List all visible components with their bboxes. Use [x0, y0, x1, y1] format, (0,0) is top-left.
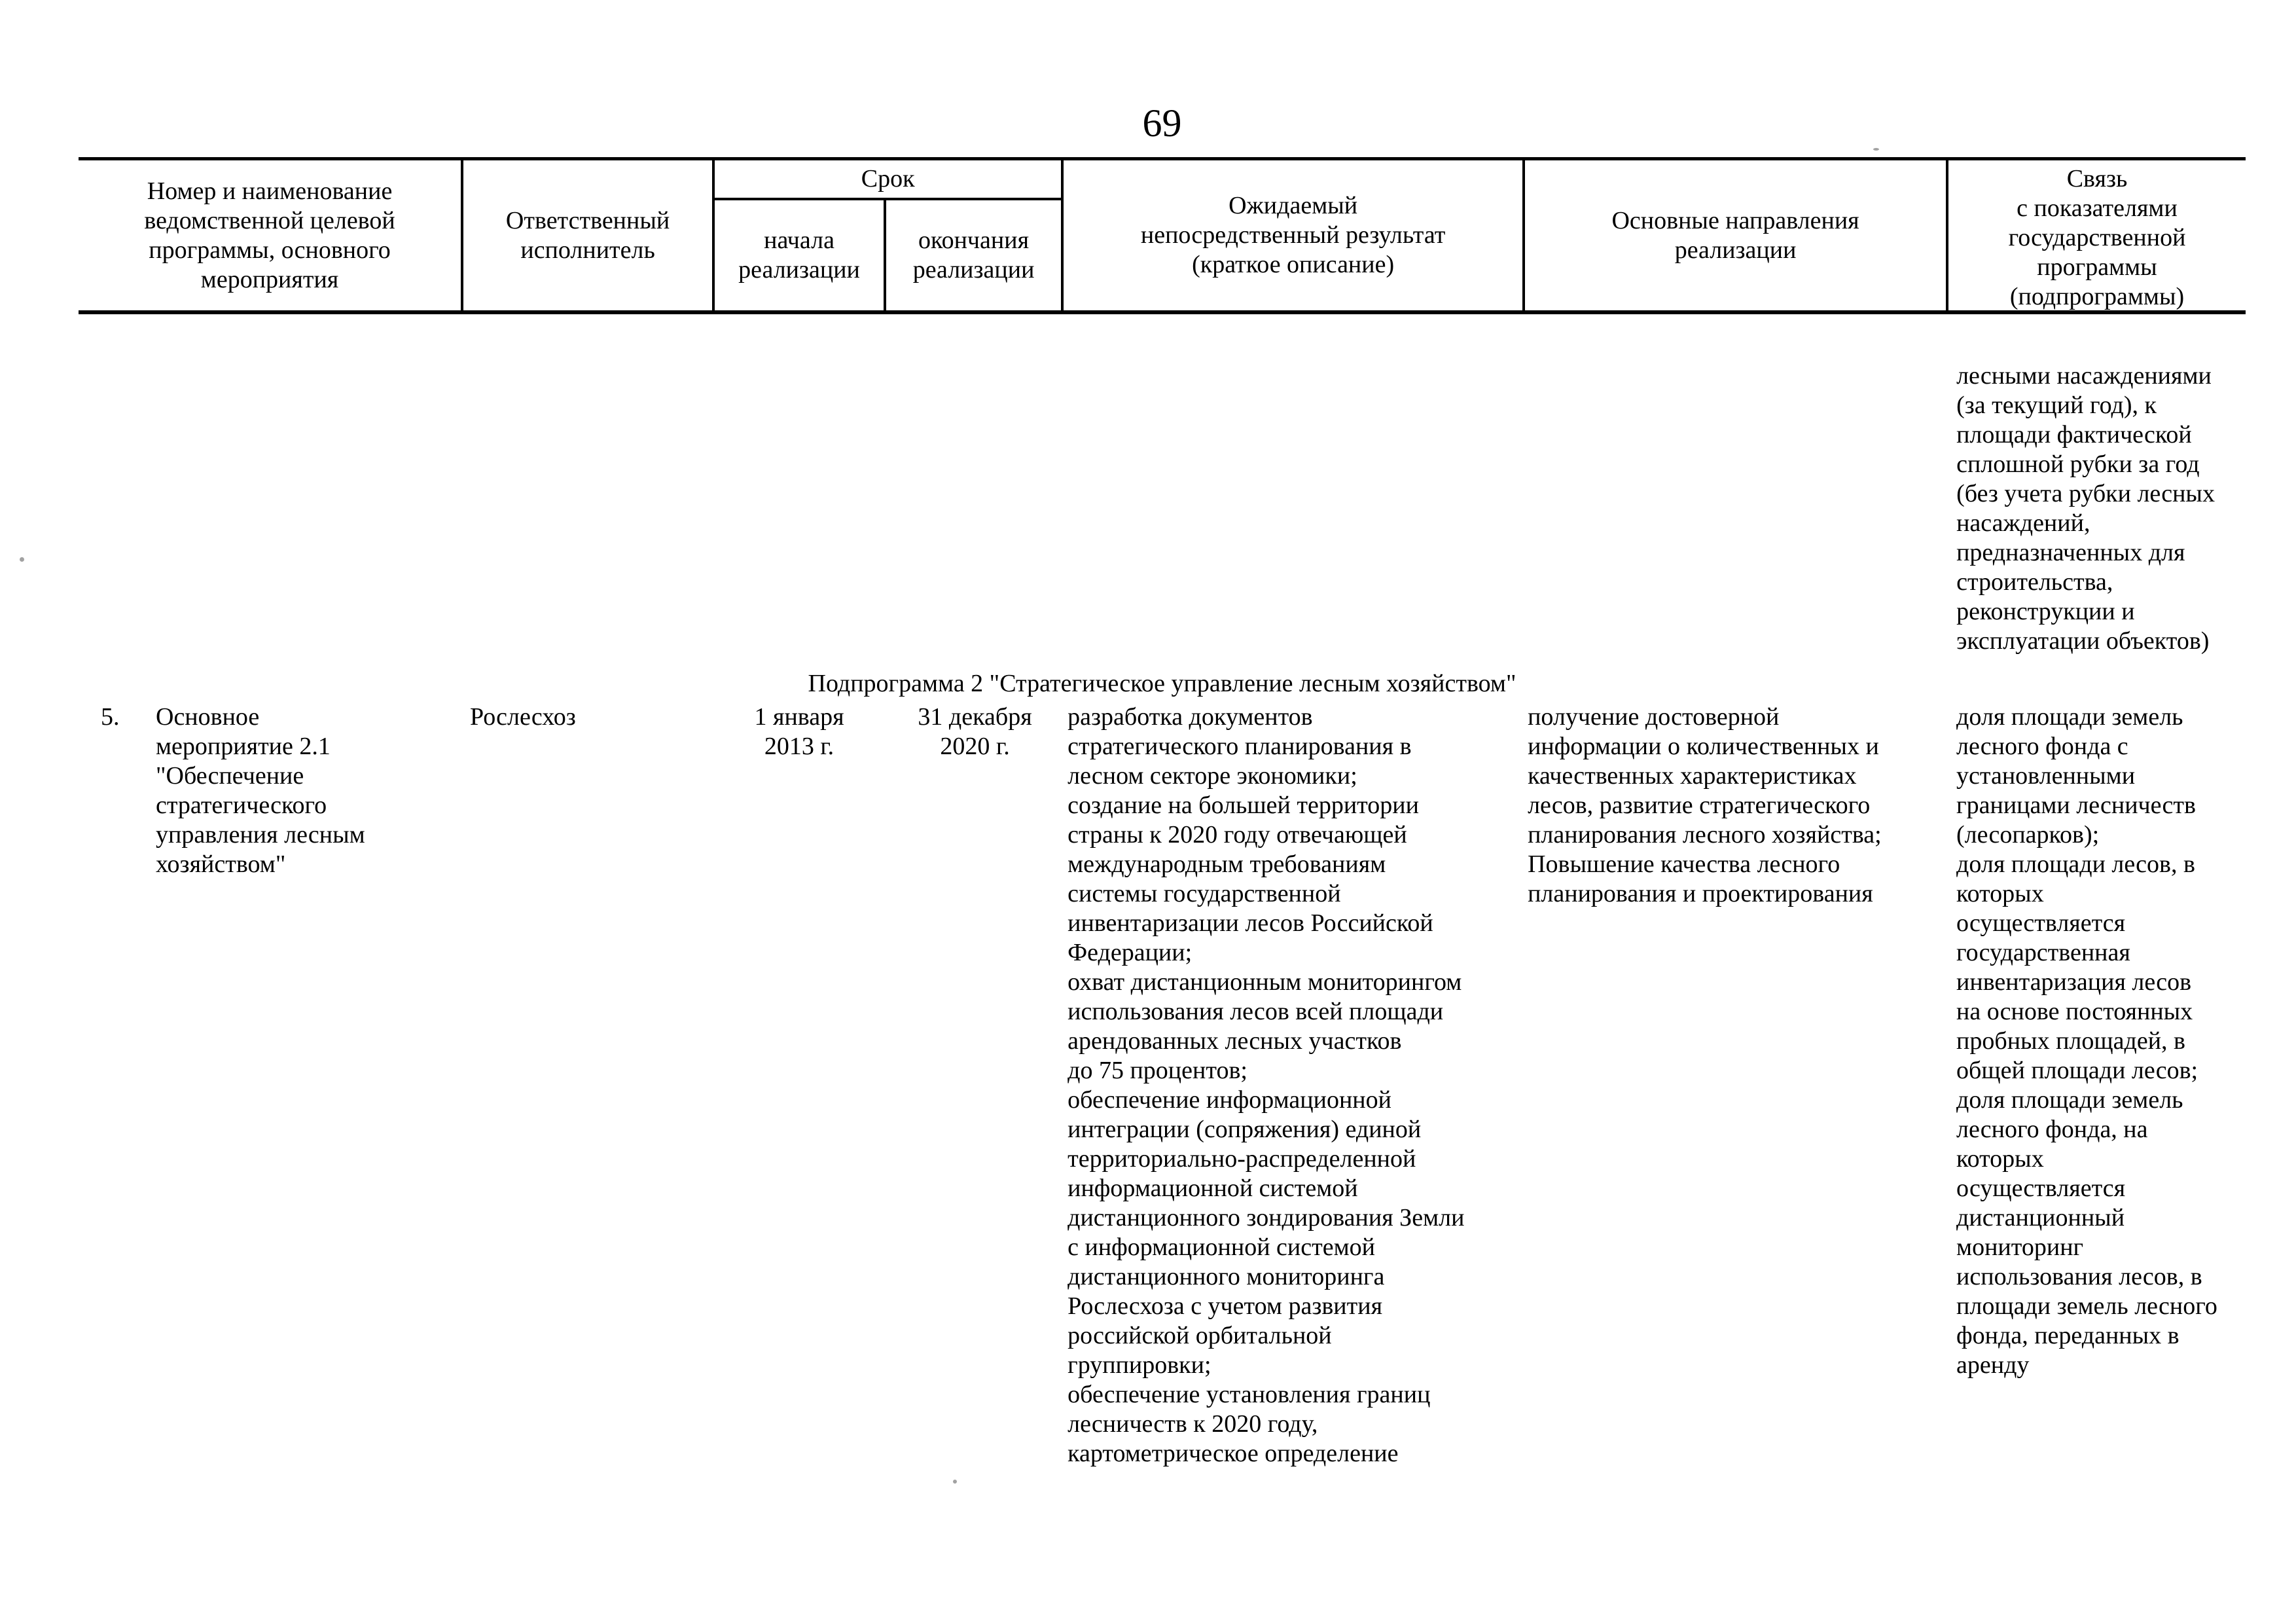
measure-name: Основное мероприятие 2.1 "Обеспечение ст… — [156, 703, 365, 878]
continuation-row: лесными насаждениями (за текущий год), к… — [79, 361, 2246, 656]
header-col-result: Ожидаемый непосредственный результат (кр… — [1140, 192, 1446, 278]
table-row-5: 5. Основное мероприятие 2.1 "Обеспечение… — [79, 702, 2246, 1468]
subprogram-row: Подпрограмма 2 "Стратегическое управлени… — [79, 669, 2246, 699]
relation-cell: доля площади земель лесного фонда с уста… — [1956, 703, 2217, 1379]
result-cell: разработка документов стратегического пл… — [1067, 703, 1465, 1467]
start-date-cell: 1 января 2013 г. — [754, 703, 844, 760]
header-srok-subcolumns: начала реализации окончания реализации — [715, 200, 1061, 310]
measure-name-cell: 5. Основное мероприятие 2.1 "Обеспечение… — [79, 702, 461, 1468]
directions-cell: получение достоверной информации о колич… — [1528, 703, 1882, 907]
page-number: 69 — [1142, 101, 1182, 145]
executor-cell: Рослесхоз — [470, 703, 576, 731]
header-srok-end: окончания реализации — [912, 227, 1035, 283]
end-date-cell: 31 декабря 2020 г. — [918, 703, 1032, 760]
subprogram-title: Подпрограмма 2 "Стратегическое управлени… — [808, 670, 1516, 697]
table-body: лесными насаждениями (за текущий год), к… — [79, 361, 2246, 1468]
header-col-directions: Основные направления реализации — [1522, 160, 1946, 310]
header-group-srok: Срок начала реализации окончания реализа… — [712, 160, 1064, 310]
row-number: 5. — [101, 703, 120, 731]
header-col-executor: Ответственный исполнитель — [461, 160, 712, 310]
scan-speck — [20, 557, 24, 562]
scan-speck — [1873, 148, 1879, 151]
program-table: Номер и наименование ведомственной целев… — [79, 157, 2246, 1468]
scan-speck — [953, 1480, 957, 1484]
header-srok-start: начала реализации — [715, 200, 886, 310]
continuation-relation-cell: лесными насаждениями (за текущий год), к… — [1956, 362, 2215, 655]
header-col-number-name: Номер и наименование ведомственной целев… — [144, 177, 395, 293]
header-srok-title: Срок — [715, 160, 1062, 200]
table-header-row: Номер и наименование ведомственной целев… — [79, 157, 2246, 314]
continuation-spacer — [79, 361, 1946, 656]
header-col-relation: Связь с показателями государственной про… — [1946, 160, 2246, 310]
